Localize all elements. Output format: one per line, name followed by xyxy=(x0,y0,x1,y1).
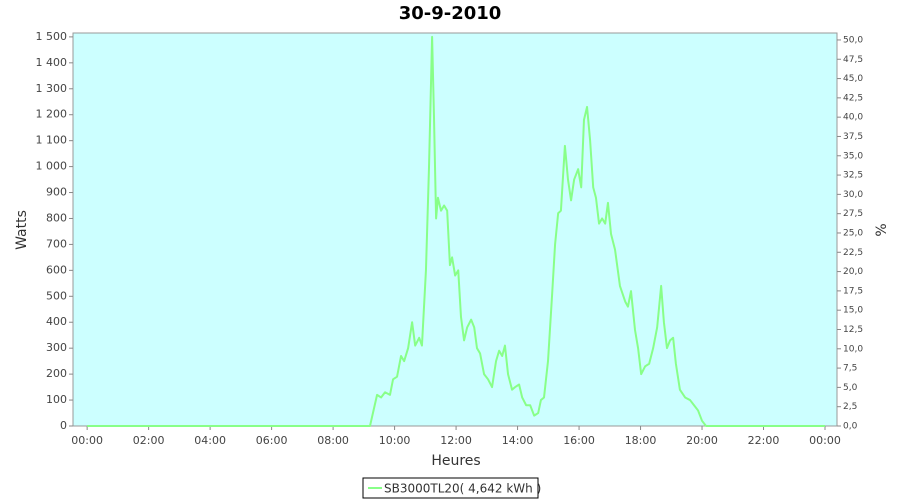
data-line xyxy=(87,35,826,427)
y2-tick-label: 5,0 xyxy=(843,383,858,393)
y-tick-label: 800 xyxy=(46,211,67,224)
y2-tick-label: 22,5 xyxy=(843,248,863,258)
y2-tick-label: 32,5 xyxy=(843,171,863,181)
y2-tick-label: 25,0 xyxy=(843,228,863,238)
y2-tick-label: 30,0 xyxy=(843,190,863,200)
x-axis-label: Heures xyxy=(431,453,480,469)
legend-label: SB3000TL20( 4,642 kWh ) xyxy=(384,482,541,496)
y2-tick-label: 10,0 xyxy=(843,344,863,354)
x-tick-label: 20:00 xyxy=(686,434,718,447)
chart-title: 30-9-2010 xyxy=(399,3,502,24)
y-tick-label: 300 xyxy=(46,341,67,354)
x-tick-label: 16:00 xyxy=(563,434,595,447)
x-tick-label: 12:00 xyxy=(440,434,472,447)
y2-tick-label: 35,0 xyxy=(843,151,863,161)
y-tick-label: 1 400 xyxy=(36,56,68,69)
x-tick-label: 02:00 xyxy=(133,434,165,447)
y-tick-label: 0 xyxy=(60,419,67,432)
x-tick-label: 22:00 xyxy=(748,434,780,447)
y2-tick-label: 50,0 xyxy=(843,35,863,45)
y-tick-label: 1 200 xyxy=(36,108,68,121)
y2-tick-label: 42,5 xyxy=(843,93,863,103)
y-tick-label: 700 xyxy=(46,237,67,250)
y2-tick-label: 0,0 xyxy=(843,422,858,432)
y-tick-label: 1 100 xyxy=(36,134,68,147)
y2-tick-label: 20,0 xyxy=(843,267,863,277)
y-tick-label: 1 300 xyxy=(36,82,68,95)
y2-tick-label: 15,0 xyxy=(843,306,863,316)
y2-tick-label: 47,5 xyxy=(843,55,863,65)
y2-axis-label: % xyxy=(874,223,890,236)
y2-tick-label: 40,0 xyxy=(843,113,863,123)
x-tick-label: 04:00 xyxy=(194,434,226,447)
x-tick-label: 10:00 xyxy=(379,434,411,447)
y2-tick-label: 45,0 xyxy=(843,74,863,84)
x-tick-label: 00:00 xyxy=(71,434,103,447)
legend-box xyxy=(362,477,539,499)
y2-tick-label: 7,5 xyxy=(843,364,857,374)
y2-tick-label: 2,5 xyxy=(843,402,857,412)
y-tick-label: 1 500 xyxy=(36,30,68,43)
y-tick-label: 900 xyxy=(46,186,67,199)
y2-tick-label: 37,5 xyxy=(843,132,863,142)
y-tick-label: 500 xyxy=(46,289,67,302)
y2-tick-label: 12,5 xyxy=(843,325,863,335)
x-tick-label: 00:00 xyxy=(809,434,841,447)
y-tick-label: 400 xyxy=(46,315,67,328)
x-tick-label: 06:00 xyxy=(256,434,288,447)
y-tick-label: 600 xyxy=(46,263,67,276)
y2-tick-label: 17,5 xyxy=(843,286,863,296)
y-tick-label: 1 000 xyxy=(36,160,68,173)
plot-area xyxy=(72,32,838,427)
x-tick-label: 14:00 xyxy=(502,434,534,447)
x-tick-label: 08:00 xyxy=(317,434,349,447)
y2-tick-label: 27,5 xyxy=(843,209,863,219)
y-tick-label: 100 xyxy=(46,393,67,406)
y-tick-label: 200 xyxy=(46,367,67,380)
y-axis-label: Watts xyxy=(14,210,30,250)
x-tick-label: 18:00 xyxy=(625,434,657,447)
